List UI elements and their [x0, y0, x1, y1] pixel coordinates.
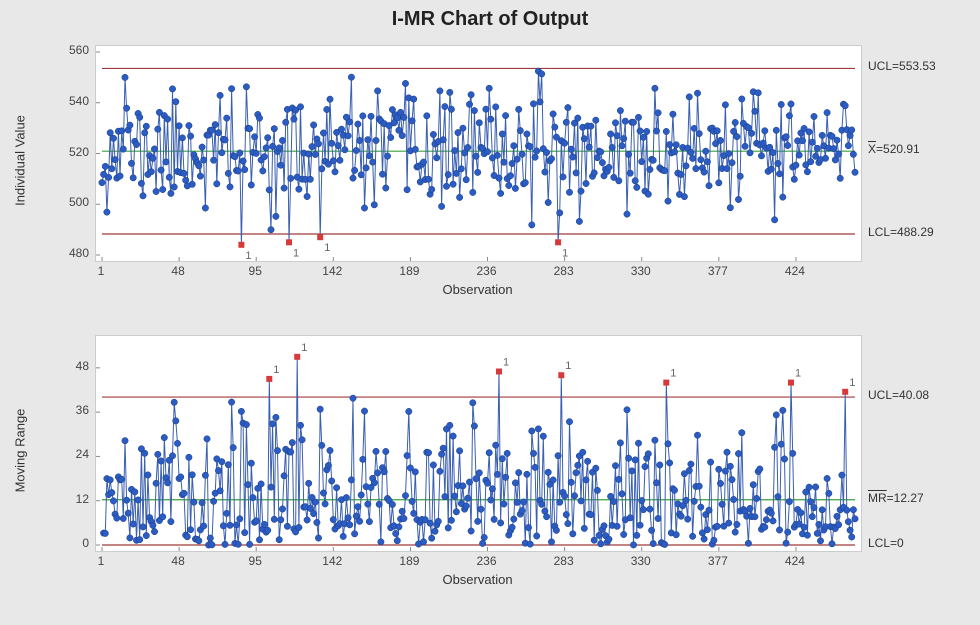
individual-ylabel: Individual Value [13, 75, 28, 245]
ytick: 560 [49, 43, 89, 57]
limit-label: X=520.91 [868, 142, 920, 156]
xtick: 236 [472, 264, 502, 278]
xtick: 189 [394, 264, 424, 278]
out-of-control-point [266, 376, 272, 382]
xtick: 377 [703, 554, 733, 568]
svg-text:1: 1 [503, 357, 509, 369]
chart-title: I-MR Chart of Output [0, 8, 980, 31]
out-of-control-point [496, 369, 502, 375]
ytick: 500 [49, 195, 89, 209]
limit-label: LCL=488.29 [868, 225, 934, 239]
limit-label: LCL=0 [868, 536, 904, 550]
out-of-control-point [294, 354, 300, 360]
xtick: 189 [394, 554, 424, 568]
out-of-control-point [558, 372, 564, 378]
xtick: 142 [317, 264, 347, 278]
svg-text:1: 1 [273, 364, 279, 376]
limit-label: UCL=40.08 [868, 388, 929, 402]
ytick: 24 [49, 447, 89, 461]
svg-text:1: 1 [301, 342, 307, 354]
individual-xlabel: Observation [95, 282, 860, 297]
xtick: 424 [780, 264, 810, 278]
svg-text:1: 1 [293, 247, 299, 259]
limit-label: MR=12.27 [868, 491, 924, 505]
xtick: 1 [86, 264, 116, 278]
xtick: 377 [703, 264, 733, 278]
mr-ylabel: Moving Range [13, 365, 28, 535]
xtick: 330 [626, 554, 656, 568]
xtick: 142 [317, 554, 347, 568]
xtick: 424 [780, 554, 810, 568]
ytick: 36 [49, 403, 89, 417]
out-of-control-point [317, 234, 323, 240]
svg-text:1: 1 [565, 360, 571, 372]
svg-text:1: 1 [324, 242, 330, 254]
mr-xlabel: Observation [95, 572, 860, 587]
xtick: 283 [549, 264, 579, 278]
out-of-control-point [788, 380, 794, 386]
xtick: 283 [549, 554, 579, 568]
svg-text:1: 1 [562, 247, 568, 259]
xtick: 236 [472, 554, 502, 568]
svg-text:1: 1 [849, 377, 855, 389]
imr-chart-container: I-MR Chart of Output 1 1 1 1 Individual Val… [0, 0, 980, 625]
xtick: 95 [240, 554, 270, 568]
xtick: 48 [163, 264, 193, 278]
out-of-control-point [663, 380, 669, 386]
ytick: 0 [49, 536, 89, 550]
xtick: 330 [626, 264, 656, 278]
svg-text:1: 1 [670, 368, 676, 380]
xtick: 48 [163, 554, 193, 568]
ytick: 480 [49, 246, 89, 260]
chart-svg: 1 1 1 1 [96, 46, 861, 261]
out-of-control-point [842, 389, 848, 395]
out-of-control-point [286, 239, 292, 245]
out-of-control-point [555, 239, 561, 245]
ytick: 520 [49, 145, 89, 159]
limit-label: UCL=553.53 [868, 59, 936, 73]
svg-text:1: 1 [795, 368, 801, 380]
out-of-control-point [238, 242, 244, 248]
xtick: 95 [240, 264, 270, 278]
ytick: 12 [49, 492, 89, 506]
ytick: 540 [49, 94, 89, 108]
svg-text:1: 1 [245, 250, 251, 261]
mr-chart-panel: 1 1 1 1 1 1 1 [95, 335, 862, 552]
chart-svg: 1 1 1 1 1 1 1 [96, 336, 861, 551]
ytick: 48 [49, 359, 89, 373]
xtick: 1 [86, 554, 116, 568]
individual-chart-panel: 1 1 1 1 [95, 45, 862, 262]
